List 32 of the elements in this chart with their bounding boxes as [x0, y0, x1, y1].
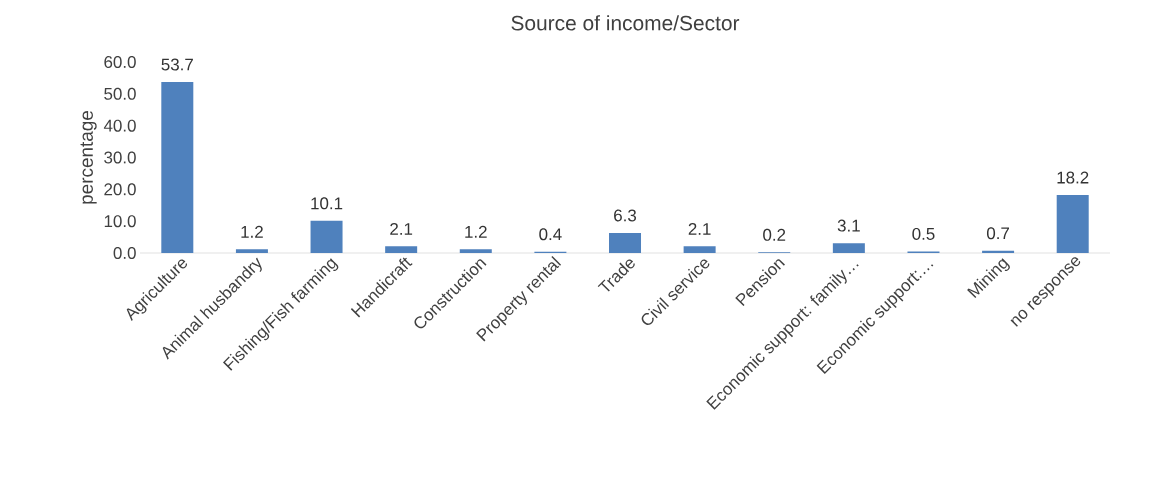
bar — [1056, 195, 1089, 253]
data-label: 1.2 — [465, 225, 487, 238]
y-tick-label: 30.0 — [104, 151, 136, 164]
y-tick-label: 50.0 — [104, 87, 136, 100]
y-axis-title: percentage — [80, 111, 97, 204]
data-label: 0.7 — [986, 227, 1009, 240]
bar — [385, 246, 418, 253]
y-tick-label: 10.0 — [104, 215, 136, 228]
bar — [683, 246, 716, 253]
bar — [161, 82, 194, 253]
data-label: 6.3 — [614, 209, 637, 222]
data-label: 2.1 — [390, 222, 413, 235]
data-label: 18.2 — [1057, 171, 1089, 184]
chart-title: Source of income/Sector — [511, 15, 740, 31]
bar — [832, 243, 865, 253]
data-label: 2.1 — [688, 222, 711, 235]
data-label: 0.5 — [912, 227, 935, 240]
y-tick-label: 20.0 — [104, 183, 136, 196]
data-label: 3.1 — [837, 219, 860, 232]
data-label: 0.4 — [539, 228, 562, 241]
data-label: 1.2 — [241, 225, 263, 238]
y-tick-label: 0.0 — [113, 247, 136, 259]
y-tick-label: 40.0 — [103, 119, 136, 132]
data-label: 10.1 — [311, 197, 343, 210]
bar — [310, 220, 343, 253]
bar — [459, 249, 492, 253]
bar — [609, 232, 642, 253]
bar — [982, 250, 1015, 253]
bar — [235, 249, 268, 253]
data-label: 53.7 — [161, 58, 193, 71]
y-tick-label: 60.0 — [104, 56, 136, 68]
data-label: 0.2 — [763, 228, 786, 241]
